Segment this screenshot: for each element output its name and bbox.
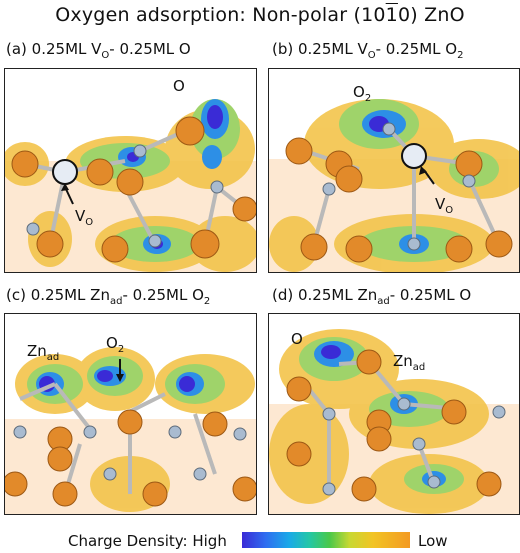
- panel-b: O2 VO: [268, 68, 520, 273]
- panel-b-O2-label: O2: [353, 83, 371, 104]
- title-overline-digit: 1: [385, 4, 398, 26]
- panel-d-Zn-label: Znad: [393, 352, 425, 373]
- panel-a-V-label: VO: [75, 207, 93, 228]
- colorbar-label: Charge Density: High: [68, 532, 227, 550]
- panel-d: O Znad: [268, 313, 520, 515]
- panel-b-V-label: VO: [435, 195, 453, 216]
- panel-b-label: (b) 0.25ML VO- 0.25ML O2: [272, 40, 464, 61]
- panel-d-O-label: O: [291, 330, 303, 348]
- panel-a: O VO: [4, 68, 257, 273]
- panel-c-O2-label: O2: [106, 334, 124, 355]
- title-prefix: Oxygen adsorption: Non-polar (10: [55, 4, 386, 26]
- colorbar-low-label: Low: [418, 532, 448, 550]
- panel-c-label: (c) 0.25ML Znad- 0.25ML O2: [6, 286, 211, 307]
- figure-title: Oxygen adsorption: Non-polar (1010) ZnO: [0, 4, 520, 26]
- panel-c: Znad O2: [4, 313, 257, 515]
- title-suffix: 0) ZnO: [397, 4, 465, 26]
- panel-a-O-label: O: [173, 77, 185, 95]
- panel-a-label: (a) 0.25ML VO- 0.25ML O: [6, 40, 191, 61]
- colorbar: [242, 532, 410, 548]
- panel-d-label: (d) 0.25ML Znad- 0.25ML O: [272, 286, 472, 307]
- panel-c-Zn-label: Znad: [27, 342, 59, 363]
